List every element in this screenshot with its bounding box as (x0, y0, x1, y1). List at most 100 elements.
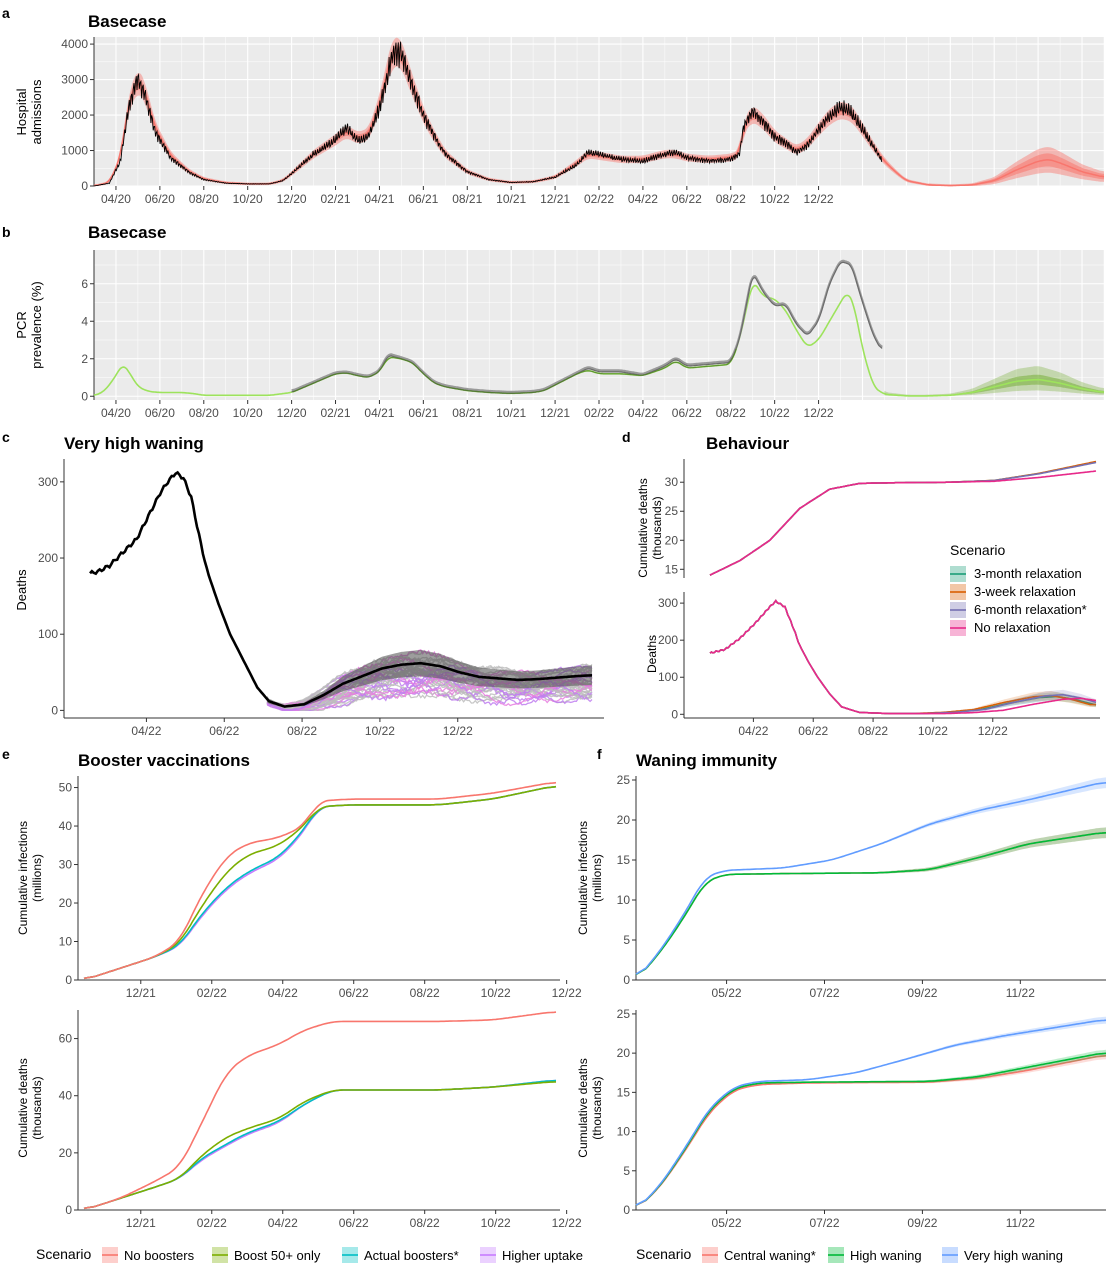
plot-panel-e: 0 10 20 30 40 50 12/21 02/22 04/22 06/22 08/22 10/2… (59, 776, 582, 1230)
legend-title-e: Scenario (36, 1246, 91, 1262)
ylabel-panel-f-bottom: Cumulative deaths(thousands) (576, 1058, 604, 1157)
ytick-label-d-top-1: 20 (665, 533, 679, 547)
legend-label-d-2: 6-month relaxation* (974, 602, 1087, 617)
ytick-label-e-bottom-0: 0 (65, 1203, 72, 1217)
xtick-label-f-bottom-0: 05/22 (712, 1216, 742, 1230)
xtick-label-a-6: 04/21 (364, 192, 394, 206)
xtick-label-f-bottom-1: 07/22 (809, 1216, 839, 1230)
xtick-label-d-4: 12/22 (978, 724, 1008, 738)
ytick-label-c-1: 100 (38, 627, 58, 641)
plot-panel-b: 0 2 4 6 04/20 06/20 08/20 10/20 12/20 02/21 04/21 0… (81, 250, 1105, 420)
ytick-label-d-top-3: 30 (665, 475, 679, 489)
legend-title-f: Scenario (636, 1246, 691, 1262)
ytick-label-f-bottom-0: 0 (623, 1203, 630, 1217)
deaths-line-d-3 (709, 599, 1097, 715)
data-line-b (291, 261, 883, 394)
xtick-label-b-4: 12/20 (277, 406, 307, 420)
xtick-label-a-10: 12/21 (540, 192, 570, 206)
legend-panel-e: Scenario No boosters Boost 50+ only Actual … (36, 1246, 583, 1263)
ytick-label-f-bottom-1: 5 (623, 1164, 630, 1178)
ylabel-panel-d-top: Cumulative deaths(thousands) (636, 478, 664, 577)
ytick-label-f-bottom-3: 15 (617, 1085, 631, 1099)
legend-panel-d: Scenario 3-month relaxation 3-week relaxat… (950, 542, 1087, 636)
xtick-label-c-2: 08/22 (287, 724, 317, 738)
ytick-label-a-3: 3000 (61, 73, 88, 87)
panel-label-b: b (2, 224, 11, 240)
legend-label-e-2: Actual boosters* (364, 1248, 459, 1263)
cum-infections-line-f-1 (635, 832, 1107, 976)
ytick-label-d-bottom-2: 200 (658, 633, 678, 647)
legend-label-e-1: Boost 50+ only (234, 1248, 321, 1263)
xtick-label-e-top-1: 02/22 (197, 986, 227, 1000)
title-panel-a: Basecase (88, 12, 166, 31)
panel-label-c: c (2, 429, 10, 445)
cum-deaths-line-f-0 (635, 1054, 1107, 1207)
ytick-label-d-bottom-3: 300 (658, 596, 678, 610)
xtick-label-a-13: 06/22 (672, 192, 702, 206)
xtick-label-b-12: 04/22 (628, 406, 658, 420)
ylabel-panel-e-top: Cumulative infections(millions) (16, 821, 44, 935)
xtick-label-a-3: 10/20 (233, 192, 263, 206)
xtick-label-b-6: 04/21 (364, 406, 394, 420)
ytick-label-f-top-4: 20 (617, 813, 631, 827)
xtick-label-e-bottom-4: 08/22 (410, 1216, 440, 1230)
xtick-label-b-2: 08/20 (189, 406, 219, 420)
legend-label-f-2: Very high waning (964, 1248, 1063, 1263)
legend-title-d: Scenario (950, 542, 1005, 558)
cum-infections-line-e-2 (83, 785, 557, 980)
ytick-label-a-4: 4000 (61, 37, 88, 51)
cum-infections-ribbon-f-2 (636, 777, 1106, 975)
plot-panel-a: 0 1000 2000 3000 4000 04/20 06/20 08/20 10/20 12/… (61, 37, 1105, 206)
ytick-label-d-top-2: 25 (665, 504, 679, 518)
xtick-label-b-7: 06/21 (408, 406, 438, 420)
xtick-label-a-16: 12/22 (804, 192, 834, 206)
xtick-label-e-top-5: 10/22 (481, 986, 511, 1000)
xtick-label-b-15: 10/22 (760, 406, 790, 420)
xtick-label-a-5: 02/21 (321, 192, 351, 206)
xtick-label-f-bottom-2: 09/22 (907, 1216, 937, 1230)
legend-label-e-0: No boosters (124, 1248, 195, 1263)
cum-deaths-line-e-0 (83, 1011, 557, 1210)
plot-panel-f: 0 5 10 15 20 25 05/22 07/22 09/22 11/22 0 5 10 15 20 25… (617, 773, 1107, 1230)
ytick-label-e-top-4: 40 (59, 819, 73, 833)
xtick-label-a-8: 08/21 (452, 192, 482, 206)
ytick-label-b-1: 2 (81, 352, 88, 366)
ytick-label-e-bottom-2: 40 (59, 1089, 73, 1103)
xtick-label-a-1: 06/20 (145, 192, 175, 206)
xtick-label-f-bottom-3: 11/22 (1006, 1216, 1035, 1230)
ytick-label-f-top-5: 25 (617, 773, 631, 787)
ytick-label-f-top-2: 10 (617, 893, 631, 907)
xtick-label-d-1: 06/22 (798, 724, 828, 738)
legend-label-e-3: Higher uptake (502, 1248, 583, 1263)
ytick-label-e-bottom-1: 20 (59, 1146, 73, 1160)
xtick-label-a-14: 08/22 (716, 192, 746, 206)
panel-label-e: e (2, 746, 10, 762)
xtick-label-b-13: 06/22 (672, 406, 702, 420)
xtick-label-c-0: 04/22 (131, 724, 161, 738)
ytick-label-f-top-0: 0 (623, 973, 630, 987)
deaths-line-d-2 (709, 599, 1097, 715)
cum-deaths-line-e-3 (83, 1079, 557, 1210)
xtick-label-b-0: 04/20 (101, 406, 131, 420)
xtick-label-a-9: 10/21 (496, 192, 526, 206)
cum-deaths-line-e-2 (83, 1079, 557, 1210)
ytick-label-a-2: 2000 (61, 108, 88, 122)
xtick-label-b-14: 08/22 (716, 406, 746, 420)
cum-infections-line-e-1 (83, 785, 557, 980)
cum-deaths-line-d-3 (709, 470, 1097, 576)
xtick-label-b-11: 02/22 (584, 406, 614, 420)
xtick-label-e-bottom-0: 12/21 (126, 1216, 156, 1230)
ytick-label-e-top-3: 30 (59, 858, 73, 872)
ytick-label-e-top-5: 50 (59, 781, 73, 795)
xtick-label-e-top-3: 06/22 (339, 986, 369, 1000)
legend-label-f-1: High waning (850, 1248, 922, 1263)
legend-label-d-0: 3-month relaxation (974, 566, 1082, 581)
ylabel-panel-f-top: Cumulative infections(millions) (576, 821, 604, 935)
ytick-label-b-2: 4 (81, 314, 88, 328)
ylabel-panel-c: Deaths (14, 569, 29, 611)
xtick-label-c-1: 06/22 (209, 724, 239, 738)
ytick-label-a-0: 0 (81, 179, 88, 193)
central-line-c (89, 470, 593, 708)
